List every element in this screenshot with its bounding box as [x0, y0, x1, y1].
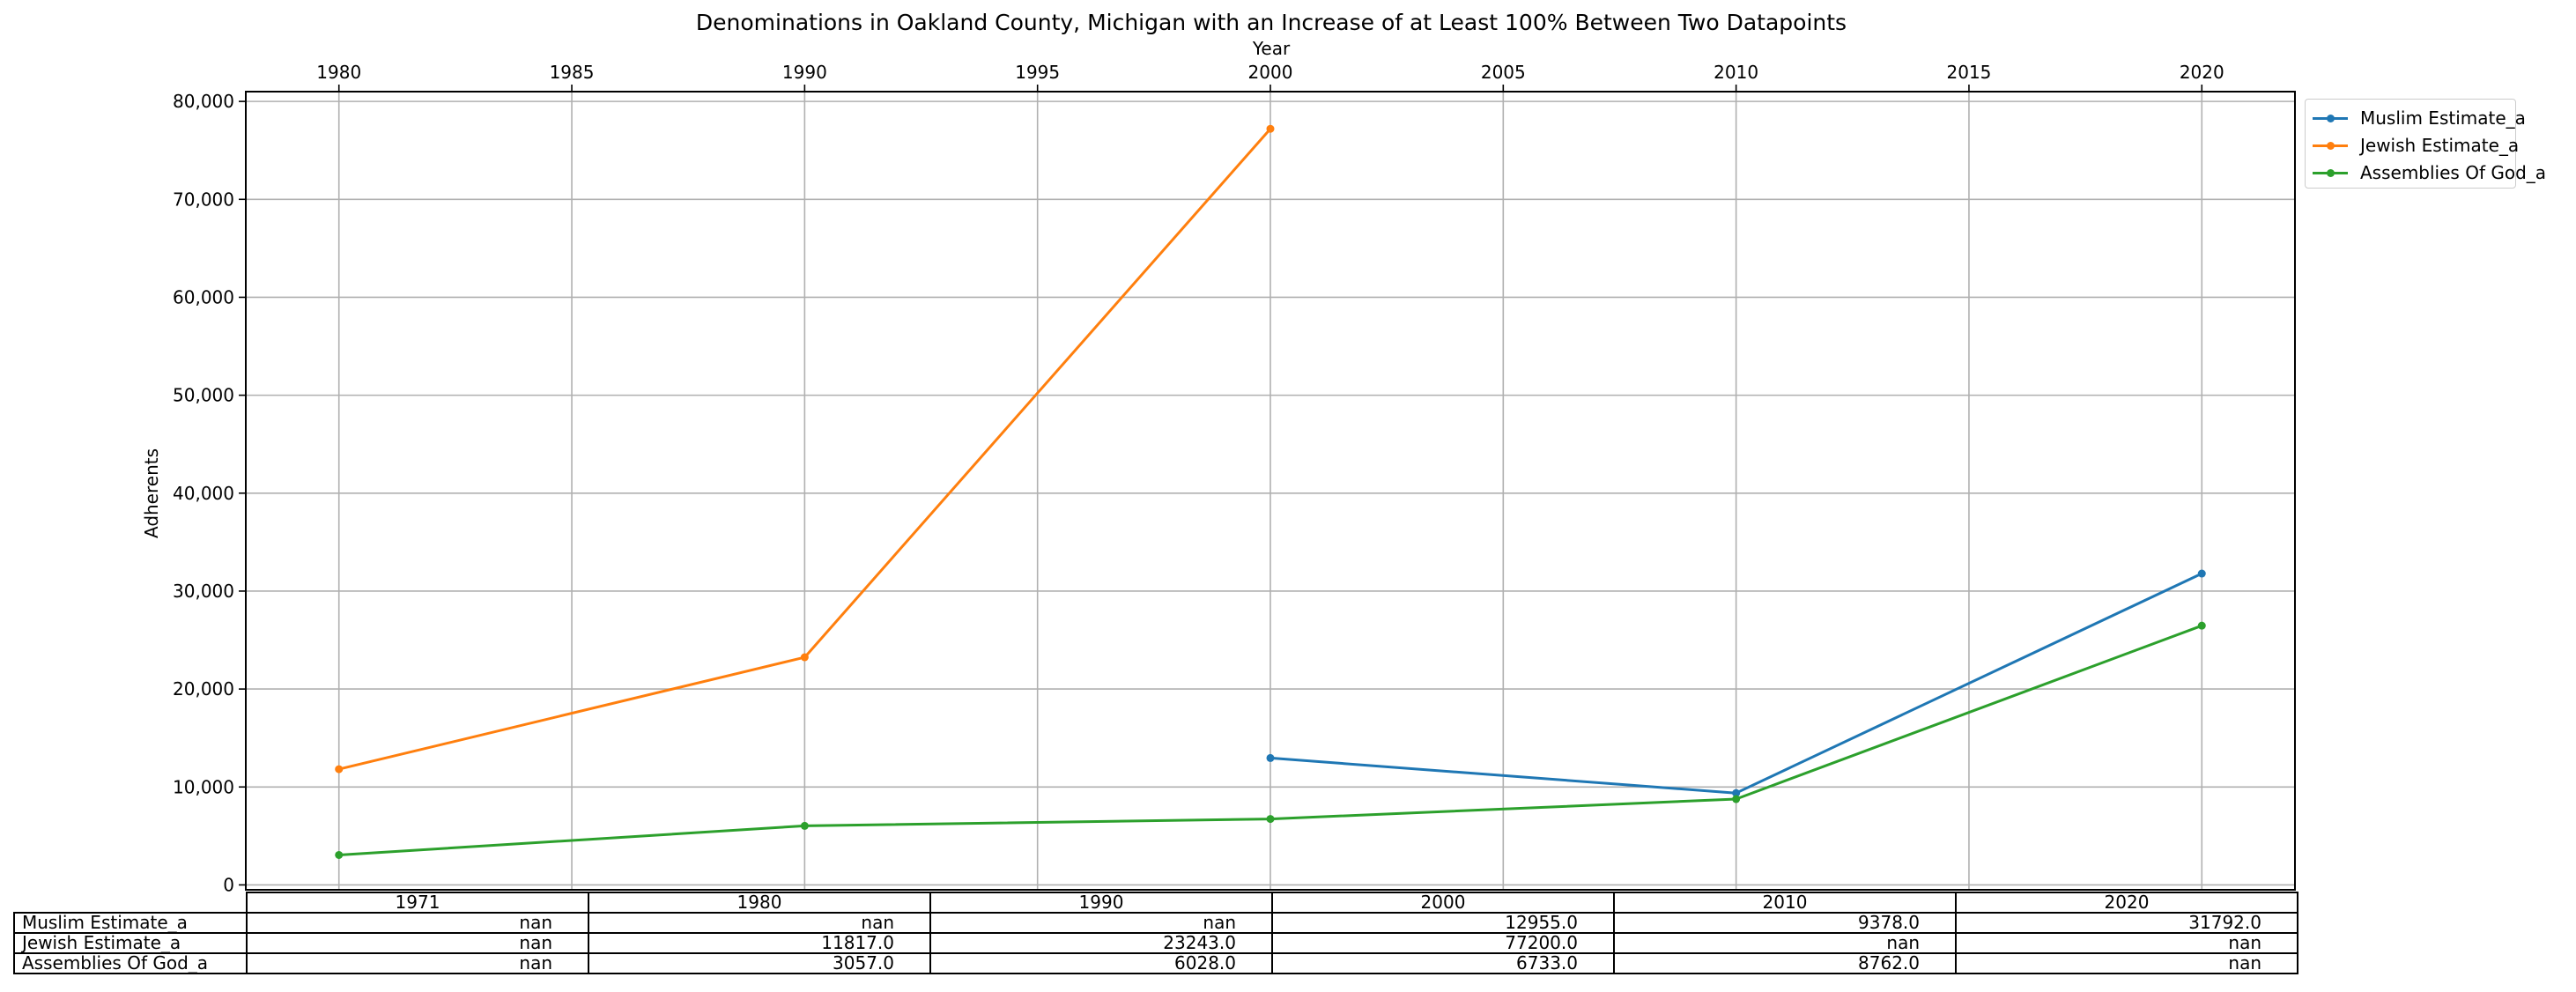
table-cell: nan: [588, 912, 931, 934]
data-point-assemblies-of-god-a: [2197, 621, 2206, 630]
table-cell: nan: [246, 912, 589, 934]
plot-area-frame: [245, 91, 2296, 891]
table-col-header: 1980: [588, 892, 931, 914]
table-cell: 6028.0: [929, 952, 1273, 974]
x-tick-label: 1995: [1015, 62, 1060, 83]
y-tick-label: 50,000: [173, 385, 234, 406]
x-tick-label: 2005: [1481, 62, 1526, 83]
x-tick-label: 1980: [316, 62, 361, 83]
x-tick-label: 2015: [1947, 62, 1992, 83]
table-row-label: Muslim Estimate_a: [13, 912, 248, 934]
table-cell: nan: [246, 932, 589, 954]
x-axis-label: Year: [1252, 38, 1291, 59]
table-col-header: 2000: [1271, 892, 1615, 914]
table-cell: nan: [929, 912, 1273, 934]
data-point-muslim-estimate-a: [1732, 788, 1741, 797]
data-point-muslim-estimate-a: [1266, 753, 1275, 762]
table-cell: 11817.0: [588, 932, 931, 954]
table-cell: nan: [1613, 932, 1957, 954]
data-point-jewish-estimate-a: [1266, 124, 1275, 133]
y-axis-label: Adherents: [141, 448, 162, 538]
table-cell: 12955.0: [1271, 912, 1615, 934]
data-point-assemblies-of-god-a: [335, 850, 344, 859]
y-tick-label: 40,000: [173, 483, 234, 504]
table-col-header: 1990: [929, 892, 1273, 914]
legend-swatch-muslim-marker: [2327, 115, 2335, 122]
y-tick-label: 30,000: [173, 581, 234, 602]
legend-item-muslim: Muslim Estimate_a: [2313, 105, 2526, 131]
x-tick-label: 2000: [1248, 62, 1293, 83]
legend-item-jewish: Jewish Estimate_a: [2313, 132, 2519, 159]
legend-item-assemblies: Assemblies Of God_a: [2313, 159, 2546, 186]
data-point-jewish-estimate-a: [335, 765, 344, 774]
chart-title: Denominations in Oakland County, Michiga…: [696, 10, 1847, 35]
table-col-header: 2010: [1613, 892, 1957, 914]
table-corner: [14, 892, 247, 913]
x-tick-label: 1990: [782, 62, 827, 83]
table-cell: 6733.0: [1271, 952, 1615, 974]
table-header-row: 1971 1980 1990 2000 2010 2020: [14, 892, 2298, 914]
table-cell: 9378.0: [1613, 912, 1957, 934]
legend-label-muslim: Muslim Estimate_a: [2360, 107, 2526, 129]
data-point-muslim-estimate-a: [2197, 569, 2206, 578]
legend-swatch-assemblies: [2313, 159, 2348, 186]
y-tick-label: 80,000: [173, 91, 234, 112]
legend-label-assemblies: Assemblies Of God_a: [2360, 162, 2547, 183]
legend-swatch-muslim: [2313, 105, 2348, 131]
table-row-label: Jewish Estimate_a: [13, 932, 248, 954]
table-cell: 3057.0: [588, 952, 931, 974]
y-tick-label: 20,000: [173, 678, 234, 700]
y-tick-label: 0: [223, 874, 234, 895]
table-row: Assemblies Of God_a nan 3057.0 6028.0 67…: [13, 952, 2298, 974]
table-cell: 23243.0: [929, 932, 1273, 954]
table-cell: 77200.0: [1271, 932, 1615, 954]
table-row: Muslim Estimate_a nan nan nan 12955.0 93…: [13, 912, 2298, 934]
table-row: Jewish Estimate_a nan 11817.0 23243.0 77…: [13, 932, 2298, 954]
x-tick-label: 2010: [1714, 62, 1758, 83]
table-row-label: Assemblies Of God_a: [13, 952, 248, 974]
legend-label-jewish: Jewish Estimate_a: [2360, 135, 2520, 156]
table-cell: 8762.0: [1613, 952, 1957, 974]
legend-swatch-jewish: [2313, 132, 2348, 159]
data-table: 1971 1980 1990 2000 2010 2020 Muslim Est…: [13, 892, 2298, 974]
data-point-jewish-estimate-a: [800, 653, 809, 662]
x-tick-label: 2020: [2180, 62, 2224, 83]
data-point-assemblies-of-god-a: [1266, 815, 1275, 824]
table-cell: nan: [246, 952, 589, 974]
table-cell: nan: [1955, 952, 2298, 974]
data-point-assemblies-of-god-a: [1732, 795, 1741, 803]
x-tick-label: 1985: [550, 62, 595, 83]
y-tick-label: 60,000: [173, 286, 234, 307]
table-col-header: 2020: [1955, 892, 2298, 914]
y-tick-label: 70,000: [173, 189, 234, 210]
chart-legend: Muslim Estimate_a Jewish Estimate_a Asse…: [2305, 99, 2546, 189]
table-cell: 31792.0: [1955, 912, 2298, 934]
table-cell: nan: [1955, 932, 2298, 954]
data-point-assemblies-of-god-a: [800, 821, 809, 830]
y-tick-label: 10,000: [173, 776, 234, 797]
legend-swatch-assemblies-marker: [2327, 169, 2335, 177]
legend-swatch-jewish-marker: [2327, 142, 2335, 150]
table-col-header: 1971: [246, 892, 589, 914]
